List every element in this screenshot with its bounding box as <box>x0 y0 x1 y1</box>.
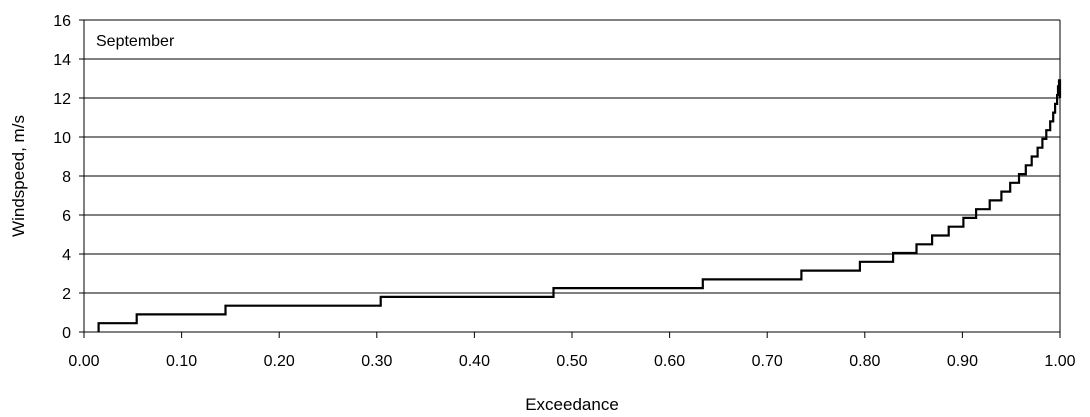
x-tick-label: 0.10 <box>166 353 197 370</box>
x-tick-label: 0.70 <box>752 353 783 370</box>
y-tick-label: 12 <box>53 91 71 108</box>
x-tick-label: 1.00 <box>1044 353 1075 370</box>
x-tick-label: 0.80 <box>849 353 880 370</box>
series-line <box>97 79 1062 332</box>
x-tick-label: 0.20 <box>264 353 295 370</box>
y-tick-label: 2 <box>62 286 71 303</box>
series-layer <box>97 79 1062 332</box>
y-axis-title: Windspeed, m/s <box>9 115 28 237</box>
x-tick-label: 0.00 <box>68 353 99 370</box>
x-tick-label: 0.90 <box>947 353 978 370</box>
axes <box>79 19 1061 338</box>
y-tick-label: 4 <box>62 247 71 264</box>
gridlines <box>84 19 1060 294</box>
x-axis-title: Exceedance <box>525 395 619 414</box>
y-tick-label: 10 <box>53 130 71 147</box>
y-tick-label: 14 <box>53 52 71 69</box>
x-tick-label: 0.40 <box>459 353 490 370</box>
x-tick-labels: 0.00 0.10 0.20 0.30 0.40 0.50 0.60 0.70 0.80 0.90… <box>68 353 1075 370</box>
y-tick-labels: 0 2 4 6 8 10 12 14 16 <box>53 13 71 342</box>
y-tick-label: 16 <box>53 13 71 30</box>
y-tick-label: 0 <box>62 325 71 342</box>
y-tick-label: 8 <box>62 169 71 186</box>
inset-label-box <box>86 22 236 56</box>
inset-label: September <box>96 33 175 50</box>
x-tick-label: 0.60 <box>654 353 685 370</box>
x-tick-label: 0.50 <box>556 353 587 370</box>
y-tick-label: 6 <box>62 208 71 225</box>
x-tick-label: 0.30 <box>361 353 392 370</box>
